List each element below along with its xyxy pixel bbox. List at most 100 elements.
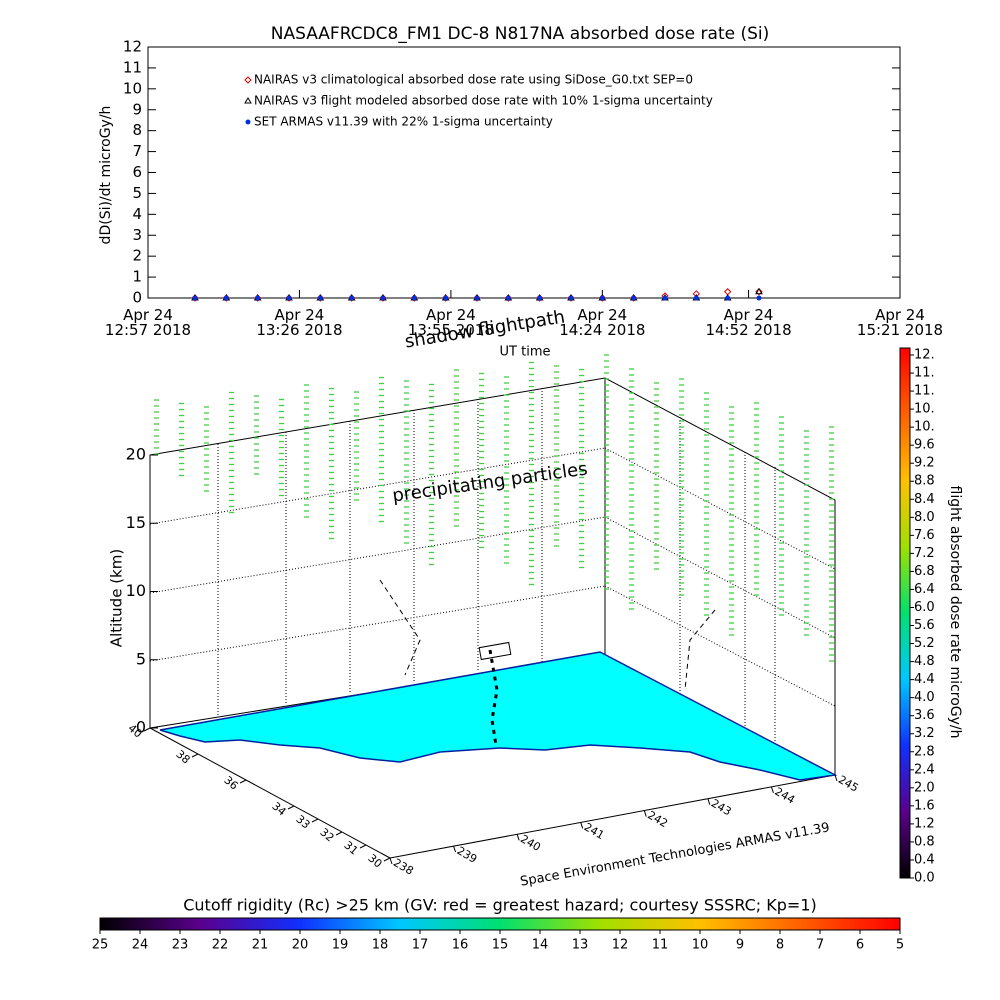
latitude-tick-label: 31	[341, 839, 360, 858]
colorbar-tick-label: 1.6	[914, 798, 935, 813]
grid-line	[604, 585, 836, 707]
x-tick-label: Apr 24 14:52 2018	[705, 306, 792, 339]
colorbar-tick-label: 9	[736, 938, 744, 953]
y-tick-label: 6	[132, 163, 142, 181]
colorbar-tick-label: 4.4	[914, 672, 935, 687]
colorbar-tick-label: 6.8	[914, 564, 935, 579]
point	[505, 295, 511, 301]
x-tick-label: Apr 24 12:57 2018	[104, 306, 192, 339]
colorbar-tick-label: 7.2	[914, 546, 935, 561]
colorbar-tick-label: 3.6	[914, 708, 935, 723]
point	[631, 295, 637, 301]
point	[662, 295, 668, 301]
point	[725, 295, 731, 301]
point	[286, 295, 292, 301]
latitude-tick	[311, 818, 319, 823]
latitude-tick-label: 33	[293, 813, 312, 832]
y-tick-label: 4	[132, 205, 142, 223]
longitude-tick-label: 245	[836, 773, 861, 795]
longitude-tick	[516, 834, 520, 841]
colorbar-tick-label: 6	[856, 938, 864, 953]
longitude-tick-label: 239	[455, 844, 480, 866]
point	[474, 295, 480, 301]
credit: Space Environment Technologies ARMAS v11…	[519, 820, 831, 889]
longitude-tick-label: 238	[391, 856, 416, 878]
colorbar-tick-label: 10.	[914, 420, 935, 435]
legend-label: NAIRAS v3 climatological absorbed dose r…	[254, 73, 693, 87]
colorbar-tick-label: 9.2	[914, 456, 935, 471]
longitude-tick	[707, 798, 711, 805]
altitude-tick-label: 0	[136, 718, 146, 737]
flight-path	[488, 649, 499, 746]
colorbar-tick-label: 18	[372, 938, 389, 953]
longitude-tick-label: 241	[582, 820, 607, 842]
colorbar-tick-label: 8.4	[914, 492, 935, 507]
longitude-tick	[580, 822, 584, 829]
colorbar-tick-label: 11.	[914, 366, 935, 381]
colorbar-tick-label: 5.2	[914, 636, 935, 651]
latitude-tick	[383, 857, 391, 862]
grid-line	[149, 585, 606, 662]
point	[755, 287, 763, 295]
point	[443, 295, 449, 301]
y-tick-label: 7	[132, 142, 142, 160]
point	[723, 288, 732, 296]
flight-shadow	[684, 609, 716, 691]
colorbar-tick-label: 24	[132, 938, 149, 953]
point	[411, 295, 417, 301]
x-tick-label: Apr 24 13:26 2018	[256, 306, 343, 339]
y-tick-label: 9	[132, 100, 142, 118]
altitude-tick-label: 20	[126, 445, 146, 464]
colorbar-vertical	[899, 347, 911, 879]
point	[755, 288, 763, 296]
colorbar-tick-label: 10.	[914, 402, 935, 417]
colorbar-tick-label: 11.	[914, 384, 935, 399]
altitude-tick-label: 10	[126, 581, 146, 600]
point	[568, 295, 574, 301]
grid-line	[604, 516, 836, 639]
latitude-tick	[143, 727, 151, 732]
y-tick-label: 10	[123, 79, 142, 97]
colorbar-tick-label: 6.0	[914, 600, 935, 615]
legend-marker	[244, 76, 252, 84]
colorbar-tick-label: 10	[692, 938, 709, 953]
colorbar-tick-label: 16	[452, 938, 469, 953]
point	[223, 295, 229, 301]
point	[380, 295, 386, 301]
colorbar-tick-label: 4.8	[914, 654, 935, 669]
grid-line	[604, 447, 836, 570]
colorbar-tick-label: 15	[492, 938, 509, 953]
point	[537, 295, 543, 301]
point	[349, 295, 355, 301]
longitude-tick	[643, 810, 647, 817]
y-axis-label: dD(Si)/dt microGy/h	[98, 106, 114, 245]
colorbar-label: flight absorbed dose rate microGy/h	[947, 486, 963, 739]
colorbar-tick-label: 7.6	[914, 528, 935, 543]
altitude-tick-label: 15	[126, 513, 146, 532]
colorbar-tick-label: 25	[92, 938, 109, 953]
colorbar-label: Cutoff rigidity (Rc) >25 km (GV: red = g…	[183, 896, 817, 915]
point	[693, 295, 699, 301]
point	[255, 295, 261, 301]
latitude-tick	[335, 831, 343, 836]
latitude-tick-label: 36	[221, 774, 240, 793]
latitude-tick-label: 34	[269, 800, 288, 819]
point	[192, 295, 198, 301]
colorbar-tick-label: 0.4	[914, 852, 935, 867]
longitude-tick	[453, 845, 457, 853]
colorbar-tick-label: 9.6	[914, 438, 935, 453]
legend-label: NAIRAS v3 flight modeled absorbed dose r…	[254, 94, 713, 108]
grid-line	[149, 516, 606, 594]
lon-axis	[389, 774, 836, 859]
colorbar-tick-label: 8	[776, 938, 784, 953]
x-tick-label: Apr 24 14:24 2018	[559, 306, 646, 339]
grid-line	[149, 447, 606, 525]
colorbar-tick-label: 2.4	[914, 762, 935, 777]
colorbar-tick-label: 17	[412, 938, 429, 953]
y-tick-label: 12	[123, 38, 142, 56]
aircraft-marker	[478, 641, 512, 661]
colorbar-tick-label: 21	[252, 938, 269, 953]
colorbar-tick-label: 12	[612, 938, 629, 953]
longitude-tick-label: 240	[518, 832, 543, 854]
chart-title: NASAAFRCDC8_FM1 DC-8 N817NA absorbed dos…	[271, 24, 770, 44]
